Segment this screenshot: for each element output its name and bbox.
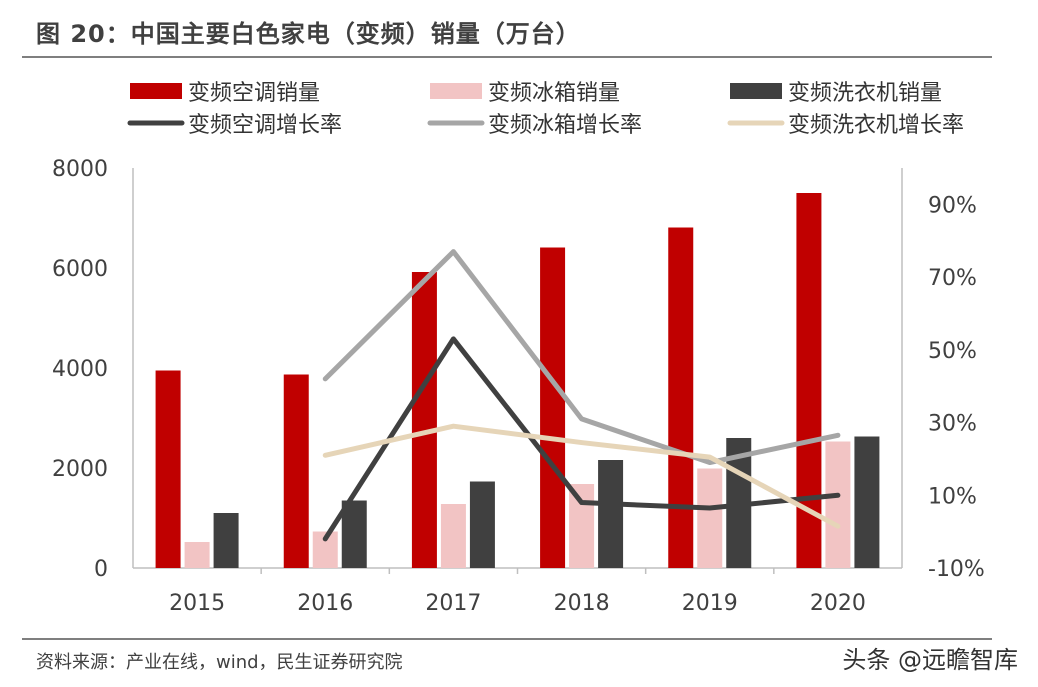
bar: [341, 500, 367, 568]
bar: [184, 542, 210, 568]
bar: [469, 481, 495, 568]
y-right-tick-label: 50%: [928, 339, 977, 364]
series-line: [322, 423, 841, 529]
title-divider: [22, 56, 992, 58]
legend-label: 变频空调销量: [188, 81, 320, 106]
footer-divider: [22, 638, 992, 640]
bar: [598, 460, 624, 568]
x-tick-label: 2015: [169, 591, 225, 616]
y-left-tick-label: 8000: [52, 157, 108, 182]
y-left-tick-label: 0: [94, 557, 108, 582]
bar: [440, 504, 466, 568]
bar: [825, 441, 851, 568]
series-line: [322, 336, 841, 542]
x-tick-label: 2020: [810, 591, 866, 616]
x-tick-label: 2019: [682, 591, 738, 616]
bar: [569, 484, 595, 568]
y-right-tick-label: 90%: [928, 193, 977, 218]
legend-label: 变频冰箱销量: [488, 81, 620, 106]
lines: [322, 249, 841, 542]
legend-swatch: [730, 83, 782, 99]
legend-label: 变频洗衣机销量: [788, 81, 942, 106]
x-tick-label: 2016: [297, 591, 353, 616]
y-left-tick-label: 2000: [52, 457, 108, 482]
y-right-tick-label: -10%: [928, 557, 985, 582]
source-note: 资料来源：产业在线，wind，民生证券研究院: [36, 652, 403, 673]
x-tick-label: 2017: [425, 591, 481, 616]
y-right-tick-label: 70%: [928, 266, 977, 291]
legend-swatch: [130, 83, 182, 99]
y-right-tick-label: 10%: [928, 484, 977, 509]
series-line: [322, 249, 841, 466]
legend-swatch: [430, 83, 482, 99]
x-tick-label: 2018: [554, 591, 610, 616]
y-right-tick-label: 30%: [928, 412, 977, 437]
chart-title: 图 20：中国主要白色家电（变频）销量（万台）: [36, 20, 581, 48]
bar: [854, 436, 880, 568]
y-left-tick-label: 6000: [52, 257, 108, 282]
legend-label: 变频冰箱增长率: [488, 113, 642, 138]
bar: [540, 247, 566, 568]
bars: [155, 193, 880, 568]
watermark: 头条 @远瞻智库: [842, 646, 1018, 674]
bar: [697, 468, 723, 568]
bar: [213, 513, 239, 568]
legend-label: 变频空调增长率: [188, 113, 342, 138]
legend-label: 变频洗衣机增长率: [788, 113, 964, 138]
bar: [283, 374, 309, 568]
axes: 0 2000 4000 6000 8000 -10% 10% 30% 50% 70% 90% 2015…: [52, 157, 985, 616]
bar: [155, 370, 181, 568]
bar: [668, 227, 694, 568]
bar: [411, 272, 437, 568]
y-left-tick-label: 4000: [52, 357, 108, 382]
